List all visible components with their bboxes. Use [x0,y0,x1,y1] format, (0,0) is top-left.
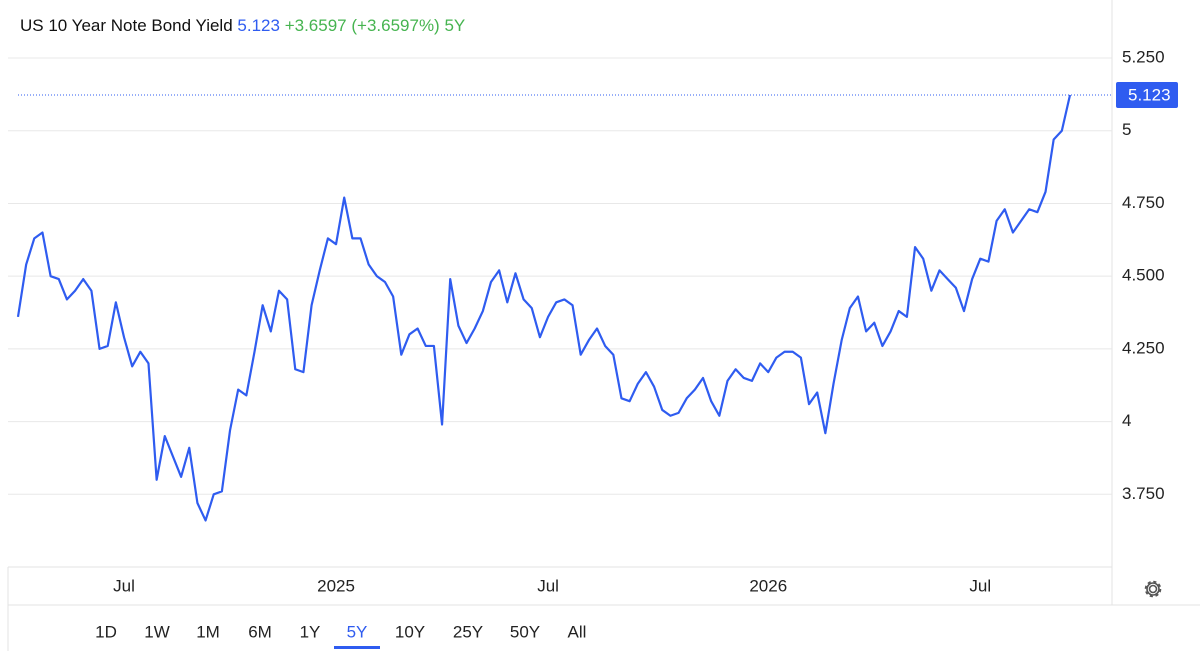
last-value-badge [1116,81,1178,108]
period: 5Y [444,16,466,35]
range-button[interactable]: 50Y [510,622,540,641]
range-button[interactable]: All [568,622,587,641]
y-tick-label: 3.750 [1122,484,1165,503]
x-tick-label: Jul [969,576,991,595]
header: US 10 Year Note Bond Yield 5.123 +3.6597… [20,16,465,36]
range-button[interactable]: 1Y [300,622,321,641]
last-value-label: 5.123 [1128,85,1171,104]
y-tick-label: 5.250 [1122,48,1165,67]
y-tick-label: 4.250 [1122,338,1165,357]
range-active-underline [334,646,380,649]
y-tick-label: 4.500 [1122,266,1165,285]
change: +3.6597 [284,16,347,35]
range-button[interactable]: 1W [144,622,170,641]
price-line [16,94,1072,522]
range-button[interactable]: 5Y [347,622,368,641]
range-button[interactable]: 1D [95,622,117,641]
title: US 10 Year Note Bond Yield [20,16,233,35]
range-button[interactable]: 10Y [395,622,425,641]
change-percent: (+3.6597%) [351,16,440,35]
y-tick-label: 4 [1122,411,1131,430]
x-tick-label: Jul [537,576,559,595]
last-value: 5.123 [237,16,280,35]
y-tick-label: 5 [1122,120,1131,139]
y-tick-label: 4.750 [1122,193,1165,212]
settings-gear[interactable] [1144,580,1162,598]
x-tick-label: Jul [113,576,135,595]
range-button[interactable]: 1M [196,622,220,641]
x-tick-label: 2025 [317,576,355,595]
range-button[interactable]: 25Y [453,622,483,641]
x-tick-label: 2026 [749,576,787,595]
range-button[interactable]: 6M [248,622,272,641]
